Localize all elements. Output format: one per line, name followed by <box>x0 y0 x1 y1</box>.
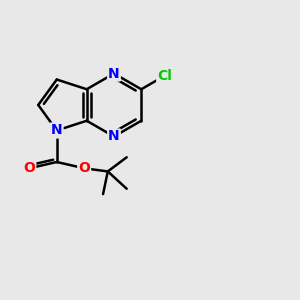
Text: N: N <box>108 67 120 80</box>
Text: N: N <box>108 130 120 143</box>
Text: Cl: Cl <box>157 69 172 83</box>
Text: N: N <box>51 124 63 137</box>
Text: O: O <box>23 161 35 175</box>
Text: O: O <box>78 161 90 175</box>
